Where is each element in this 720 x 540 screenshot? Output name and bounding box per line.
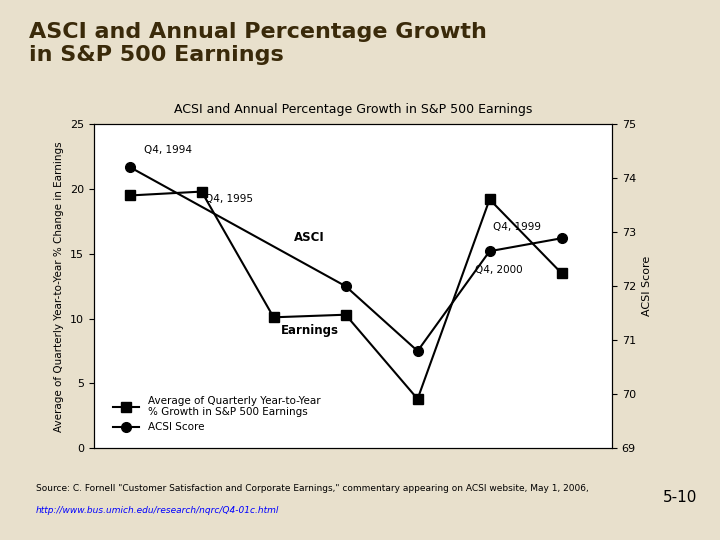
Y-axis label: ACSI Score: ACSI Score: [642, 256, 652, 316]
Text: http://www.bus.umich.edu/research/nqrc/Q4-01c.html: http://www.bus.umich.edu/research/nqrc/Q…: [36, 506, 279, 515]
Title: ACSI and Annual Percentage Growth in S&P 500 Earnings: ACSI and Annual Percentage Growth in S&P…: [174, 103, 532, 116]
Legend: Average of Quarterly Year-to-Year
% Growth in S&P 500 Earnings, ACSI Score: Average of Quarterly Year-to-Year % Grow…: [109, 392, 325, 436]
Text: Q4, 1995: Q4, 1995: [205, 194, 253, 204]
Text: 5-10: 5-10: [662, 490, 697, 505]
Text: Source: C. Fornell "Customer Satisfaction and Corporate Earnings," commentary ap: Source: C. Fornell "Customer Satisfactio…: [36, 484, 589, 494]
Text: Q4, 2000: Q4, 2000: [475, 265, 523, 275]
Y-axis label: Average of Quarterly Year-to-Year % Change in Earnings: Average of Quarterly Year-to-Year % Chan…: [54, 141, 64, 431]
Text: Earnings: Earnings: [281, 324, 339, 337]
Text: ASCI and Annual Percentage Growth
in S&P 500 Earnings: ASCI and Annual Percentage Growth in S&P…: [29, 22, 487, 65]
Text: Q4, 1994: Q4, 1994: [144, 145, 192, 155]
Text: Q4, 1999: Q4, 1999: [493, 222, 541, 233]
Text: ASCI: ASCI: [294, 231, 325, 244]
